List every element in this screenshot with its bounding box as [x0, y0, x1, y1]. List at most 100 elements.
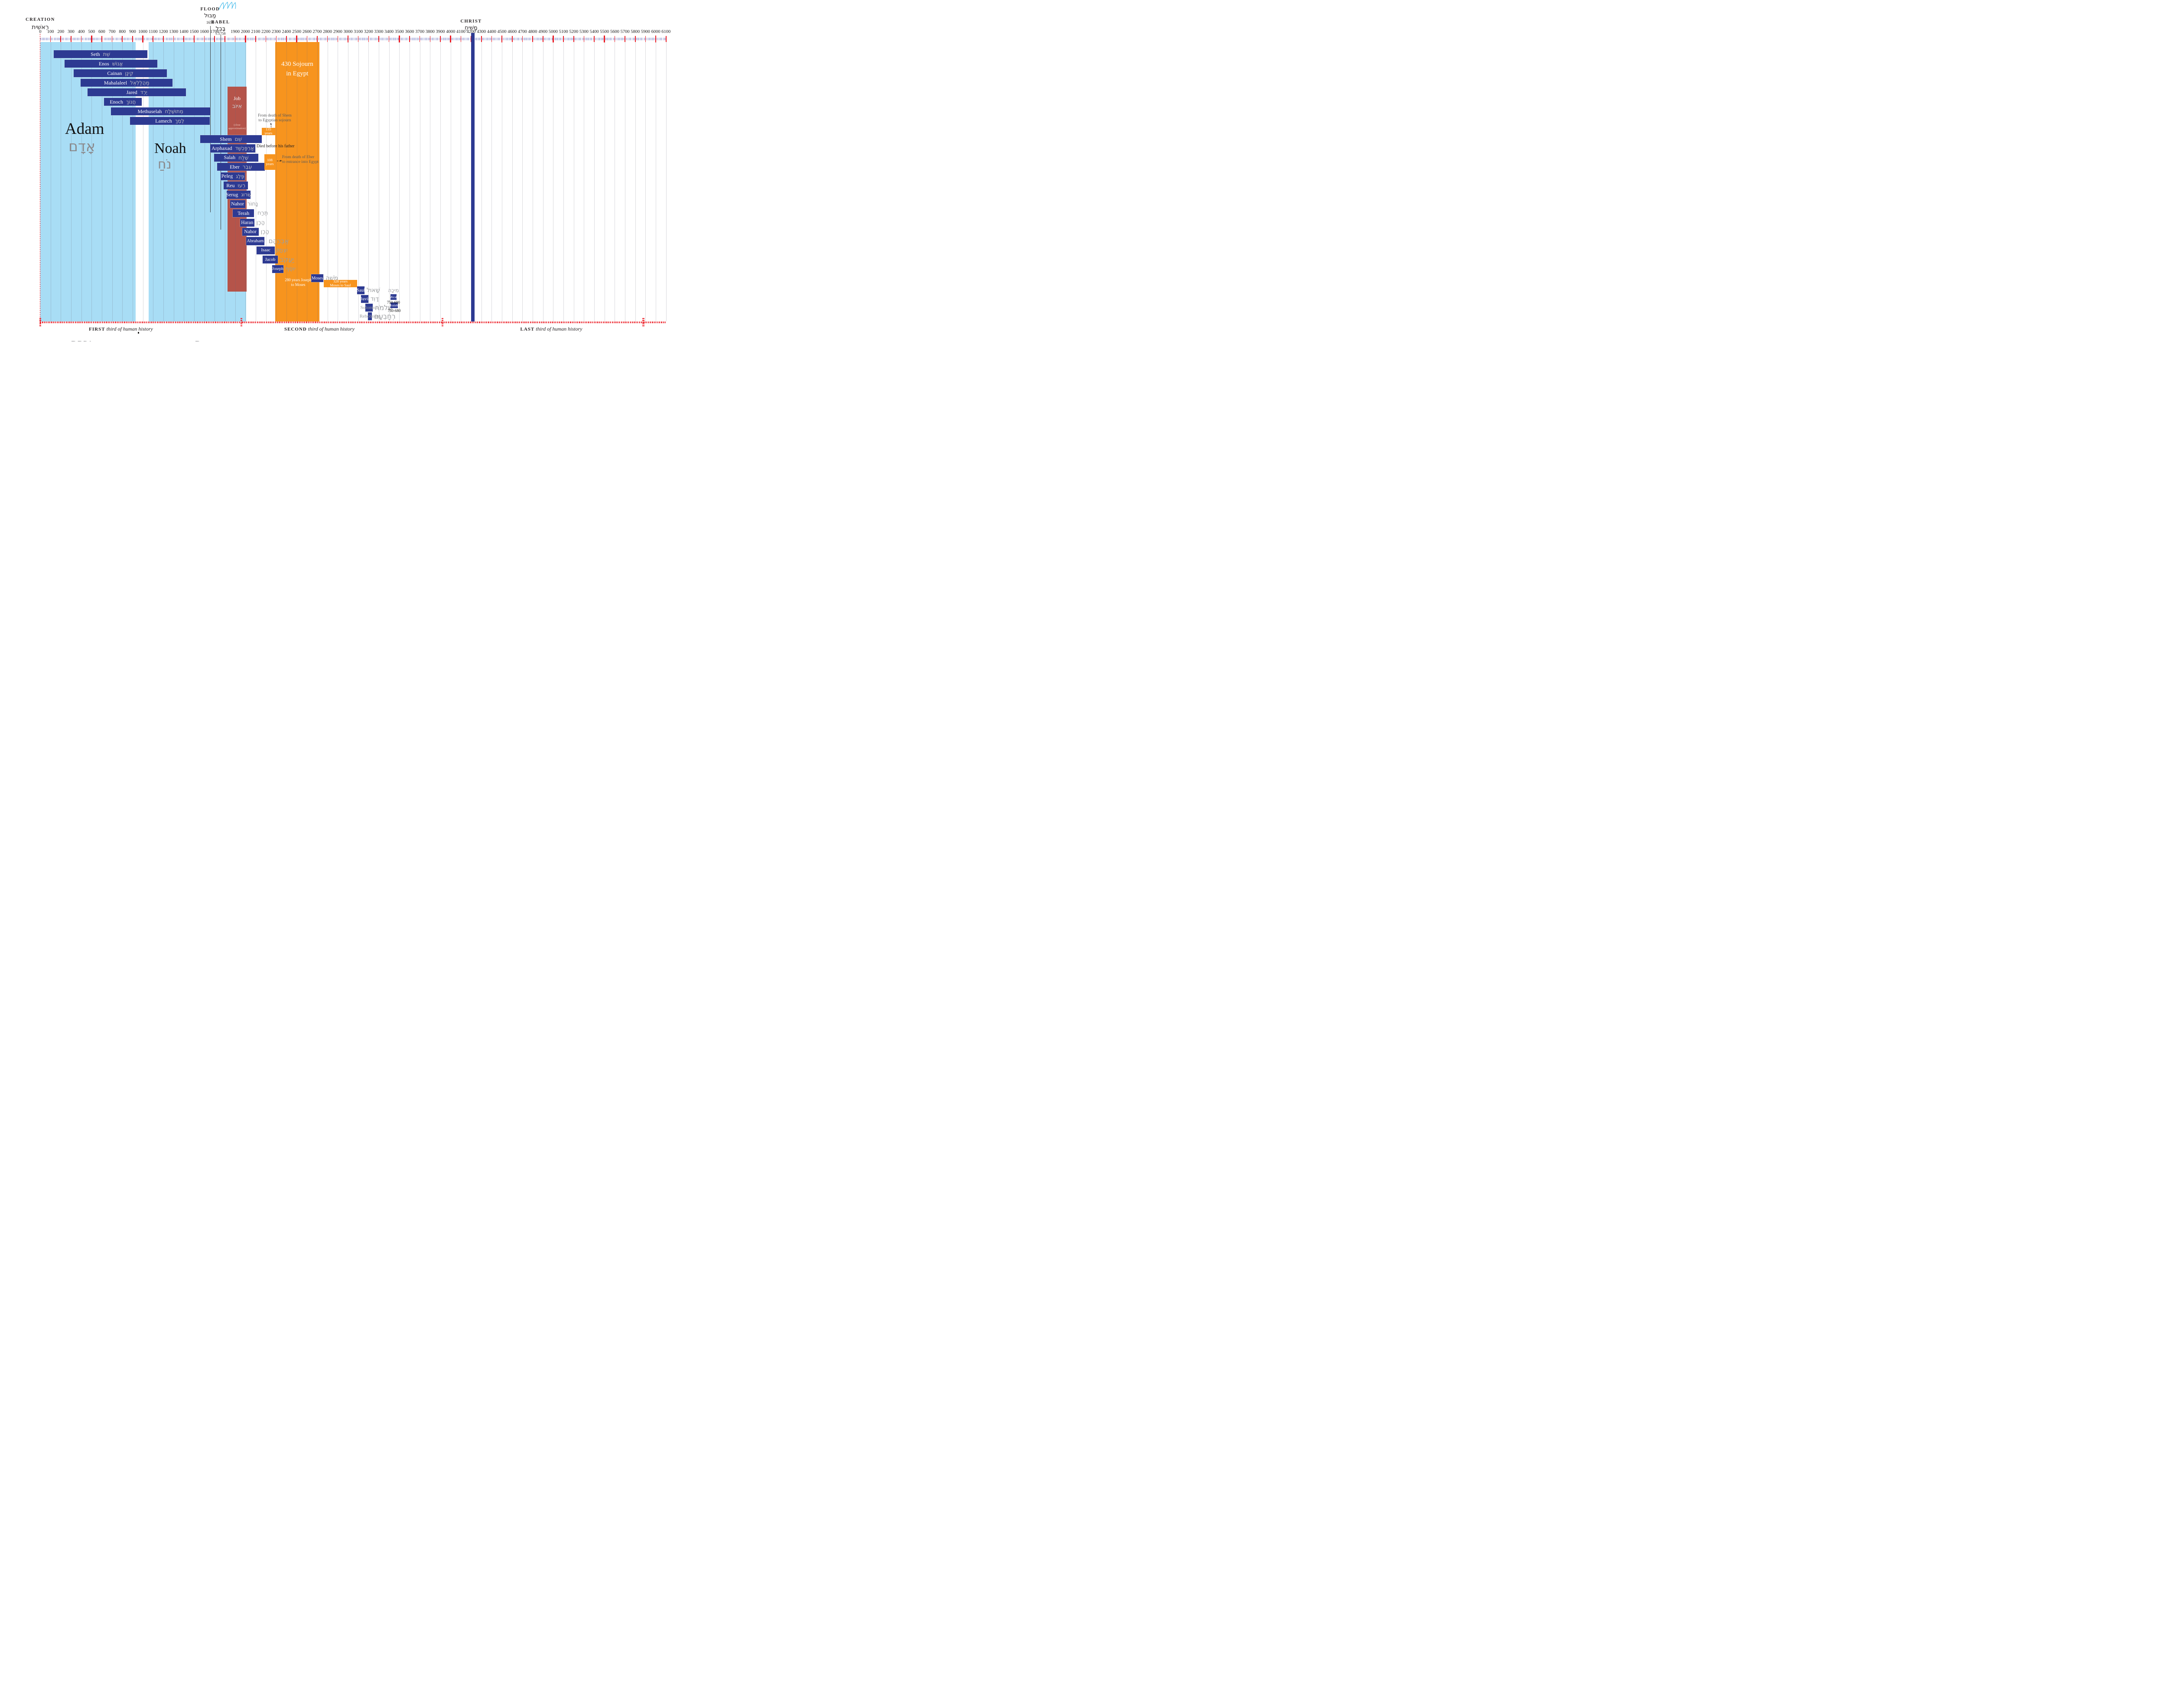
axis-label-5700: 5700 — [620, 29, 630, 34]
gridline-2700 — [317, 42, 318, 321]
egypt-sojourn-line1: 430 Sojourn — [281, 61, 313, 68]
axis-label-4800: 4800 — [528, 29, 537, 34]
minor-tick-strip — [40, 38, 666, 40]
period-span-shem-egypt: 135 years — [261, 127, 275, 135]
axis-tick-5100 — [563, 36, 564, 42]
person-hebrew: אֱנוֹשׁ — [112, 61, 123, 67]
egypt-sojourn-line2: in Egypt — [286, 70, 309, 77]
axis-tick-1000 — [142, 36, 143, 42]
gridline-2400 — [286, 42, 287, 321]
axis-label-2900: 2900 — [333, 29, 342, 34]
axis-tick-4700 — [522, 36, 523, 42]
axis-tick-2500 — [296, 36, 297, 42]
flood-line — [210, 26, 211, 212]
axis-label-2100: 2100 — [251, 29, 260, 34]
axis-tick-200 — [60, 36, 62, 42]
footer-divider-1960 — [240, 318, 243, 327]
person-bar-peleg-12: Peleg פֶּלֶג — [220, 172, 245, 180]
person-hebrew: שֶׁלַח — [238, 154, 249, 161]
person-hebrew: יֶרֶד — [140, 89, 147, 96]
flood-hebrew: מַבּוּל — [204, 13, 216, 19]
axis-label-1700: 1700 — [210, 29, 219, 34]
person-hebrew: מְתוּשֶׁלַח — [165, 108, 183, 115]
axis-tick-5300 — [583, 36, 585, 42]
job-hebrew: אִיּוֹב — [232, 103, 242, 110]
person-name: Eber — [230, 163, 240, 170]
axis-tick-2100 — [255, 36, 256, 42]
axis-tick-2400 — [286, 36, 287, 42]
footer-divider-3920 — [441, 318, 443, 327]
person-bar-rehoboam-27: Rehoboam רְחַבְעָם — [360, 312, 396, 320]
person-name: Lamech — [155, 117, 172, 124]
person-bar-solomon-26: Solomon שְׁלֹמֹה — [361, 304, 393, 312]
person-hebrew: קֵינָן — [125, 70, 133, 77]
gridline-4400 — [491, 42, 492, 321]
person-bar-reu-13: Reu רְעוּ — [223, 182, 248, 190]
person-bar-jacob-21: Jacob יַעֲקֹב — [263, 256, 294, 264]
axis-tick-1500 — [193, 36, 195, 42]
person-bar-nahor-15: Nahor נָחוֹר — [230, 200, 258, 208]
axis-tick-3000 — [347, 36, 349, 42]
person-name: Serug — [226, 191, 238, 198]
footer-segment-1: FIRST third of human history — [89, 325, 153, 333]
person-hebrew: פֶּלֶג — [236, 173, 244, 179]
flood-year: 1656 — [206, 20, 214, 25]
person-bar-saul-24: Saul שָׁאוּל — [357, 286, 380, 295]
person-bar-cainan-2: Cainan קֵינָן — [73, 69, 167, 78]
gridline-3200 — [368, 42, 369, 321]
person-name: Cainan — [107, 70, 122, 76]
axis-label-900: 900 — [129, 29, 136, 34]
joseph-moses-line1: 280 years Joseph — [285, 278, 312, 282]
timeline-chart: Adam אָדָם Noah נֹחַ 430 Sojourn in Egypt Job א… — [0, 0, 692, 341]
axis-tick-3500 — [399, 36, 400, 42]
axis-tick-5800 — [634, 36, 636, 42]
eber-note-line1: From death of Eber — [282, 155, 315, 159]
footer-divider-5880 — [642, 318, 644, 327]
person-hebrew: אַרְפַּכְשַׁד — [235, 145, 254, 152]
axis-label-200: 200 — [57, 29, 65, 34]
person-hebrew: שֵׁם — [234, 136, 242, 143]
axis-tick-4800 — [532, 36, 533, 42]
person-bar-haran-17: Haran הָרָן — [240, 218, 265, 227]
person-hebrew: שְׂרוּג — [241, 192, 251, 198]
axis-tick-1200 — [163, 36, 164, 42]
axis-label-500: 500 — [88, 29, 95, 34]
person-hebrew: מַהֲלַלְאֵל — [130, 80, 150, 86]
person-hebrew: נָחוֹר — [247, 201, 258, 208]
person-bar-enos-1: Enos אֱנוֹשׁ — [64, 60, 157, 68]
adam-label: Adam — [65, 120, 104, 138]
person-hebrew: דָּוִד — [370, 295, 379, 303]
axis-tick-3300 — [378, 36, 379, 42]
gridline-3100 — [358, 42, 359, 321]
axis-label-6000: 6000 — [651, 29, 661, 34]
footer-divider-0 — [39, 318, 42, 327]
cut-off-hebrew-letter-tops: אבהם — [71, 339, 93, 341]
axis-label-5200: 5200 — [569, 29, 579, 34]
gridline-700 — [112, 42, 113, 321]
gridline-6100 — [666, 42, 667, 321]
gridline-2200 — [266, 42, 267, 321]
axis-tick-2700 — [317, 36, 318, 42]
axis-label-5800: 5800 — [631, 29, 640, 34]
person-name: Solomon — [360, 305, 378, 311]
axis-label-0: 0 — [39, 29, 42, 34]
gridline-400 — [81, 42, 82, 321]
axis-label-3700: 3700 — [415, 29, 425, 34]
footer-italic: third of human history — [105, 326, 153, 332]
axis-label-1200: 1200 — [159, 29, 168, 34]
prophet-box-isaiah: Isaiah — [390, 302, 398, 308]
flood-label: FLOOD — [200, 7, 220, 12]
person-bar-nahor-18: Nahor הָרָן — [242, 228, 269, 236]
axis-label-100: 100 — [47, 29, 54, 34]
period-span-eber-egypt: 108 years — [264, 154, 275, 170]
gridline-5900 — [645, 42, 646, 321]
person-hebrew: עֵבֶר — [242, 164, 252, 170]
axis-tick-2600 — [306, 36, 308, 42]
person-bar-joseph-22: Joseph יוֹסֵף — [272, 265, 296, 273]
axis-label-3500: 3500 — [394, 29, 404, 34]
job-note-line2: approximation) — [228, 127, 246, 130]
gridline-3900 — [440, 42, 441, 321]
axis-label-3800: 3800 — [425, 29, 435, 34]
person-hebrew: שָׁאוּל — [366, 287, 380, 294]
axis-label-2000: 2000 — [241, 29, 250, 34]
